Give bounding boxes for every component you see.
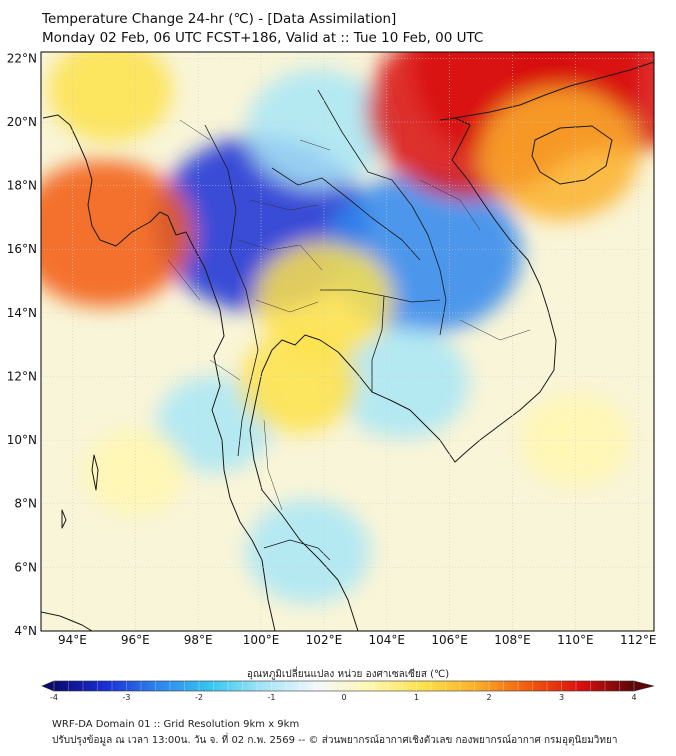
coastline-vietnam bbox=[439, 117, 557, 463]
internal-provinces bbox=[167, 119, 531, 511]
border-laos-thailand bbox=[271, 167, 421, 261]
colorbar-tick-label: 0 bbox=[341, 693, 346, 702]
lon-tick-label: 106°E bbox=[431, 633, 468, 647]
lat-tick-label: 16°N bbox=[7, 242, 37, 256]
longitude-labels: 94°E 96°E 98°E 100°E 102°E 104°E 106°E 108°E 110… bbox=[58, 633, 657, 647]
lon-tick-label: 112°E bbox=[620, 633, 657, 647]
colorbar-tick-label: -3 bbox=[123, 693, 131, 702]
temperature-change-map: 94°E 96°E 98°E 100°E 102°E 104°E 106°E 108°E 110… bbox=[7, 51, 657, 702]
coastline-sumatra bbox=[41, 611, 93, 631]
coastline-myanmar-west bbox=[42, 114, 276, 631]
coastline-south-china bbox=[454, 61, 654, 119]
colorbar-min-arrow bbox=[41, 680, 55, 692]
lon-tick-label: 110°E bbox=[557, 633, 594, 647]
border-laos-vietnam bbox=[317, 89, 447, 336]
lon-tick-label: 102°E bbox=[306, 633, 343, 647]
latitude-labels: 22°N 20°N 18°N 16°N 14°N 12°N 10°N 8°N 6°N 4°N bbox=[7, 51, 37, 638]
colorbar-tick-label: 2 bbox=[486, 693, 491, 702]
anomaly-blob-2 bbox=[246, 69, 389, 188]
coastline-gulf-of-thailand bbox=[249, 334, 441, 631]
map-frame bbox=[40, 51, 655, 632]
colorbar-max-arrow bbox=[633, 680, 655, 692]
lat-tick-label: 8°N bbox=[14, 497, 37, 511]
colorbar-tick-label: 4 bbox=[631, 693, 636, 702]
anomaly-blob-9 bbox=[480, 87, 640, 221]
map-title: Temperature Change 24-hr (℃) - [Data Ass… bbox=[42, 11, 397, 27]
anomaly-blob-11 bbox=[255, 242, 393, 358]
lat-tick-label: 22°N bbox=[7, 51, 37, 65]
anomaly-blob-12 bbox=[238, 332, 359, 434]
lon-tick-label: 98°E bbox=[184, 633, 213, 647]
lon-tick-label: 108°E bbox=[494, 633, 531, 647]
colorbar-tick-label: -4 bbox=[50, 693, 58, 702]
colorbar-tick-label: 1 bbox=[414, 693, 419, 702]
temperature-field bbox=[41, 52, 654, 604]
lat-tick-label: 6°N bbox=[14, 560, 37, 574]
lon-tick-label: 96°E bbox=[121, 633, 150, 647]
lat-tick-label: 10°N bbox=[7, 433, 37, 447]
colorbar-tick-label: -1 bbox=[268, 693, 276, 702]
coastline-hainan bbox=[531, 125, 613, 185]
lon-tick-label: 94°E bbox=[58, 633, 87, 647]
anomaly-blob-10 bbox=[41, 159, 193, 307]
lon-tick-label: 100°E bbox=[243, 633, 280, 647]
anomaly-blob-15 bbox=[84, 428, 187, 515]
colorbar-tick-label: -2 bbox=[195, 693, 203, 702]
colorbar-ticks: -4 -3 -2 -1 0 1 2 3 4 bbox=[50, 693, 637, 702]
footer-credit: ปรับปรุงข้อมูล ณ เวลา 13:00น. วัน จ. ที่… bbox=[52, 735, 618, 746]
lat-tick-label: 12°N bbox=[7, 369, 37, 383]
lat-tick-label: 18°N bbox=[7, 179, 37, 193]
colorbar-label: อุณหภูมิเปลี่ยนแปลง หน่วย องศาเซลเซียส (… bbox=[247, 666, 449, 680]
anomaly-blob-4 bbox=[246, 499, 371, 604]
border-myanmar-thailand bbox=[204, 124, 259, 457]
footer-model-info: WRF-DA Domain 01 :: Grid Resolution 9km … bbox=[52, 719, 300, 730]
anomaly-blob-3 bbox=[336, 327, 469, 439]
anomaly-blob-13 bbox=[48, 52, 173, 143]
colorbar bbox=[41, 680, 655, 692]
graticule bbox=[41, 52, 654, 631]
colorbar-tick-label: 3 bbox=[559, 693, 564, 702]
lat-tick-label: 20°N bbox=[7, 115, 37, 129]
lat-tick-label: 14°N bbox=[7, 306, 37, 320]
coastline-andaman bbox=[61, 454, 99, 529]
lon-tick-label: 104°E bbox=[369, 633, 406, 647]
lat-tick-label: 4°N bbox=[14, 624, 37, 638]
map-subtitle: Monday 02 Feb, 06 UTC FCST+186, Valid at… bbox=[42, 30, 484, 46]
